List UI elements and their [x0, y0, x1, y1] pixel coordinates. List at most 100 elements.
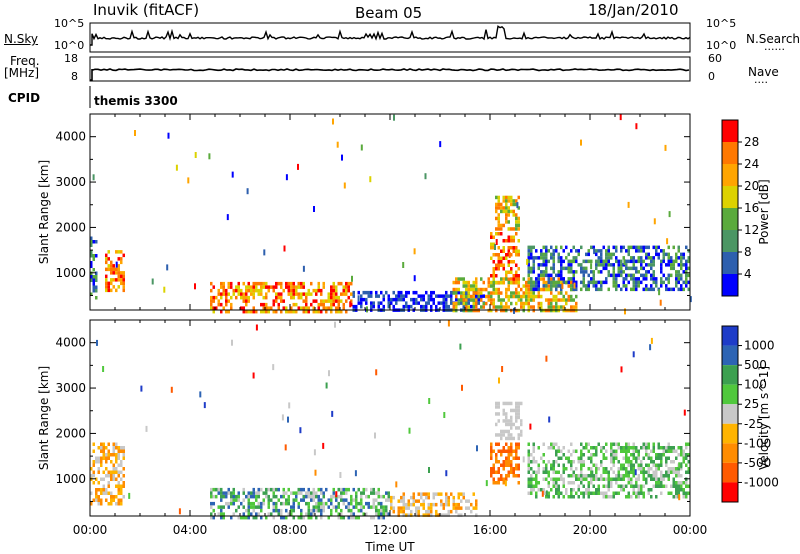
- power-cell: [497, 199, 500, 203]
- velocity-cell: [687, 484, 690, 488]
- velocity-cell: [645, 446, 648, 450]
- power-cell: [560, 266, 563, 271]
- power-cell: [507, 199, 510, 203]
- power-cell: [620, 270, 623, 274]
- velocity-cell: [672, 481, 675, 485]
- velocity-cell: [497, 442, 500, 446]
- power-cell: [507, 220, 510, 224]
- velocity-cell: [627, 442, 630, 446]
- velocity-cell: [515, 453, 518, 457]
- power-cell: [332, 288, 335, 293]
- power-cell: [515, 253, 518, 257]
- power-cell: [482, 301, 485, 306]
- velocity-cell: [550, 477, 553, 481]
- power-cell: [395, 294, 398, 298]
- power-cell: [122, 274, 125, 279]
- power-cell: [527, 284, 530, 288]
- velocity-cell: [675, 470, 678, 474]
- velocity-cell: [440, 499, 443, 503]
- power-cell: [570, 277, 573, 281]
- power-cell: [615, 259, 618, 264]
- velocity-cell: [565, 491, 568, 495]
- power-cell: [290, 306, 293, 310]
- velocity-cell: [100, 456, 103, 460]
- velocity-cell: [570, 467, 573, 471]
- power-cell: [657, 252, 660, 257]
- velocity-cell: [650, 456, 653, 460]
- power-cell: [480, 294, 483, 298]
- power-cell: [585, 287, 588, 292]
- velocity-cell: [655, 463, 658, 467]
- power-cell: [105, 278, 108, 282]
- power-cell: [467, 291, 470, 295]
- velocity-cell: [560, 449, 563, 453]
- power-cell: [497, 256, 500, 260]
- velocity-cell: [687, 470, 690, 474]
- power-cell: [417, 294, 420, 298]
- power-cell: [340, 309, 343, 314]
- velocity-cell: [637, 449, 640, 453]
- xtick-label: 00:00: [73, 523, 108, 537]
- velocity-cell: [615, 477, 618, 481]
- power-cell: [652, 263, 655, 267]
- velocity-cell: [660, 470, 663, 474]
- velocity-cell: [212, 487, 215, 492]
- power-cell: [672, 245, 675, 250]
- velocity-cell: [225, 491, 228, 495]
- power-cell: [475, 277, 478, 281]
- power-cell: [552, 277, 555, 281]
- power-cell: [535, 287, 538, 292]
- velocity-cell: [527, 449, 530, 453]
- velocity-cell: [640, 467, 643, 471]
- power-cell: [505, 202, 508, 207]
- power-cell: [370, 304, 373, 309]
- power-cell: [465, 287, 468, 292]
- power-speckle: [231, 171, 234, 178]
- velocity-cell: [352, 487, 355, 492]
- power-cell: [305, 299, 308, 303]
- velocity-cell: [507, 436, 510, 441]
- velocity-cell: [310, 508, 313, 513]
- velocity-cell: [620, 474, 623, 478]
- power-cell: [107, 288, 110, 293]
- power-cell: [117, 267, 120, 272]
- velocity-cell: [215, 494, 218, 499]
- power-ylabel: Slant Range [km]: [37, 160, 51, 264]
- velocity-cell: [110, 498, 113, 502]
- velocity-speckle: [443, 412, 446, 418]
- power-cell: [502, 256, 505, 260]
- velocity-cell: [510, 442, 513, 446]
- velocity-cell: [117, 446, 120, 450]
- power-cell: [462, 291, 465, 295]
- power-cell: [262, 281, 265, 286]
- velocity-cell: [270, 487, 273, 492]
- power-cell: [532, 298, 535, 302]
- power-cell: [667, 280, 670, 285]
- velocity-cell: [280, 512, 283, 516]
- power-cell: [90, 292, 93, 296]
- power-cell: [592, 270, 595, 274]
- velocity-cell: [625, 442, 628, 446]
- power-cell: [432, 301, 435, 305]
- power-cell: [490, 232, 493, 236]
- power-cell: [307, 292, 310, 296]
- velocity-cell: [107, 491, 110, 495]
- power-speckle: [619, 114, 622, 121]
- velocity-cell: [430, 502, 433, 507]
- velocity-cell: [407, 513, 410, 517]
- velocity-cell: [292, 498, 295, 502]
- power-cell: [642, 273, 645, 278]
- power-cell: [387, 301, 390, 305]
- power-cell: [230, 295, 233, 300]
- power-cell: [667, 252, 670, 257]
- velocity-cell: [400, 499, 403, 503]
- velocity-cell: [492, 449, 495, 453]
- power-cell: [642, 259, 645, 264]
- power-cell: [637, 256, 640, 260]
- velocity-cell: [657, 484, 660, 488]
- power-cell: [465, 280, 468, 285]
- velocity-cell: [467, 506, 470, 510]
- velocity-cell: [527, 477, 530, 481]
- power-cell: [287, 309, 290, 314]
- velocity-cell: [537, 467, 540, 471]
